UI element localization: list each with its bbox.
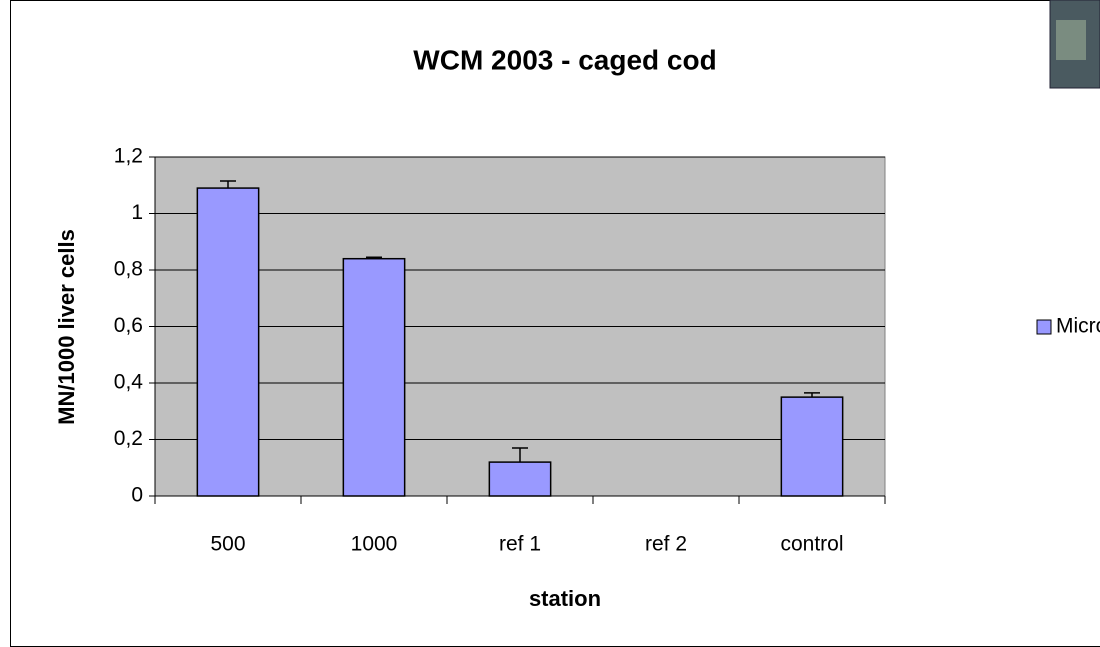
x-axis-label: station — [529, 586, 601, 611]
x-tick-label: control — [780, 533, 843, 556]
y-tick-label: 0,6 — [114, 314, 143, 337]
corner-photo-detail — [1056, 20, 1086, 60]
y-tick-label: 0,4 — [114, 371, 144, 394]
error-bar — [512, 447, 528, 463]
bar — [342, 257, 406, 497]
bar — [488, 461, 552, 497]
bar — [780, 396, 844, 497]
x-tick-label: ref 2 — [645, 533, 687, 556]
error-bar — [804, 392, 820, 398]
y-tick-label: 0 — [131, 484, 143, 507]
y-tick-label: 0,8 — [114, 258, 143, 281]
error-bar — [366, 256, 382, 259]
legend-label: Micronuclei — [1056, 315, 1100, 338]
y-tick-label: 0,2 — [114, 427, 143, 450]
x-tick-label: 500 — [210, 533, 245, 556]
x-tick-label: 1000 — [351, 533, 398, 556]
error-bar — [220, 180, 236, 189]
x-tick-label: ref 1 — [499, 533, 541, 556]
chart-title: WCM 2003 - caged cod — [413, 44, 716, 75]
y-tick-label: 1 — [131, 201, 143, 224]
bar — [196, 187, 260, 497]
y-tick-label: 1,2 — [114, 145, 143, 168]
legend-swatch — [1036, 319, 1052, 335]
y-axis-label: MN/1000 liver cells — [54, 229, 79, 425]
